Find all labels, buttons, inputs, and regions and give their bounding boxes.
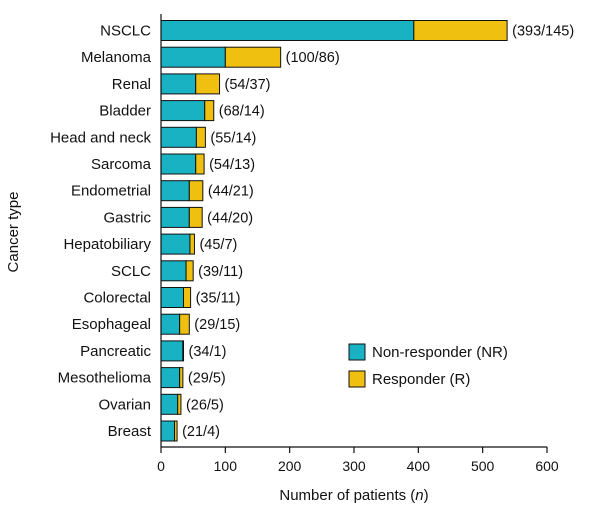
bar-responder-3 xyxy=(204,100,215,122)
bar-value-label: (34/1) xyxy=(189,344,227,360)
x-tick-label: 400 xyxy=(407,458,431,474)
category-label: Melanoma xyxy=(81,49,152,66)
bar-non-responder-4 xyxy=(160,126,197,148)
bar-non-responder-7 xyxy=(160,206,190,228)
bar-value-label: (393/145) xyxy=(512,24,574,40)
bar-responder-9 xyxy=(185,260,194,282)
bar-responder-0 xyxy=(413,20,508,41)
bar-responder-7 xyxy=(188,206,203,228)
bar-value-label: (44/20) xyxy=(207,210,253,226)
bar-responder-11 xyxy=(179,313,190,335)
bar-value-label: (29/5) xyxy=(188,371,226,387)
bar-responder-4 xyxy=(195,126,206,148)
legend-swatch-responder xyxy=(348,370,366,388)
legend-label: Responder (R) xyxy=(372,371,470,388)
bar-value-label: (29/15) xyxy=(194,317,240,333)
category-label: Esophageal xyxy=(72,316,151,333)
bar-responder-5 xyxy=(195,153,205,175)
bar-non-responder-3 xyxy=(160,100,206,122)
bar-non-responder-9 xyxy=(160,260,187,282)
legend: Non-responder (NR) Responder (R) xyxy=(348,343,508,388)
bar-responder-1 xyxy=(224,46,282,68)
bar-non-responder-6 xyxy=(160,180,190,202)
bar-value-label: (100/86) xyxy=(286,50,340,66)
category-label: SCLC xyxy=(111,263,151,280)
y-axis-title: Cancer type xyxy=(5,192,22,273)
bar-responder-15 xyxy=(174,420,178,442)
category-label: Hepatobiliary xyxy=(63,236,151,253)
bar-responder-2 xyxy=(195,73,221,95)
bar-non-responder-0 xyxy=(160,20,415,41)
bar-responder-14 xyxy=(177,393,182,415)
category-label: Breast xyxy=(108,423,152,440)
bar-value-labels: (393/145) (100/86) (54/37) (68/14) (55/14) (5… xyxy=(182,24,574,441)
bar-responder-12 xyxy=(182,340,185,362)
x-tick-label: 200 xyxy=(278,458,302,474)
category-label: Pancreatic xyxy=(80,343,151,360)
bar-value-label: (39/11) xyxy=(198,264,243,280)
bar-non-responder-5 xyxy=(160,153,197,175)
category-label: Endometrial xyxy=(71,183,151,200)
bar-non-responder-8 xyxy=(160,233,191,255)
bar-value-label: (44/21) xyxy=(208,184,254,200)
category-label: Head and neck xyxy=(50,129,151,146)
category-label: Mesothelioma xyxy=(58,370,152,387)
category-label: Ovarian xyxy=(98,396,151,413)
category-label: Bladder xyxy=(99,103,151,120)
x-tick-label: 600 xyxy=(535,458,559,474)
bar-value-label: (54/37) xyxy=(225,77,271,93)
category-label: Gastric xyxy=(103,209,151,226)
x-tick-label: 100 xyxy=(214,458,238,474)
bar-value-label: (45/7) xyxy=(199,237,237,253)
bar-value-label: (26/5) xyxy=(186,397,224,413)
category-label: Colorectal xyxy=(83,290,151,307)
bar-responder-10 xyxy=(183,287,192,308)
x-axis: 0 100 200 300 400 500 600 xyxy=(157,14,559,474)
bar-value-label: (35/11) xyxy=(196,291,241,307)
bar-responder-8 xyxy=(189,233,195,255)
bars-group xyxy=(160,20,508,442)
category-label: NSCLC xyxy=(100,23,151,40)
bar-value-label: (55/14) xyxy=(210,130,256,146)
x-tick-label: 500 xyxy=(471,458,495,474)
x-tick-label: 300 xyxy=(342,458,366,474)
bar-non-responder-12 xyxy=(160,340,184,362)
category-labels: NSCLC Melanoma Renal Bladder Head and neck Sa… xyxy=(50,23,152,441)
bar-non-responder-1 xyxy=(160,46,226,68)
bar-non-responder-14 xyxy=(160,393,179,415)
category-label: Sarcoma xyxy=(91,156,152,173)
bar-non-responder-11 xyxy=(160,313,181,335)
bar-value-label: (68/14) xyxy=(219,104,265,120)
bar-non-responder-2 xyxy=(160,73,197,95)
bar-non-responder-13 xyxy=(160,367,181,389)
bar-value-label: (54/13) xyxy=(209,157,255,173)
bar-non-responder-15 xyxy=(160,420,176,442)
bar-value-label: (21/4) xyxy=(182,424,220,440)
category-label: Renal xyxy=(112,76,151,93)
x-tick-label: 0 xyxy=(157,458,165,474)
bar-responder-6 xyxy=(188,180,204,202)
legend-swatch-non-responder xyxy=(348,343,366,361)
x-axis-title: Number of patients (n) xyxy=(279,487,428,504)
bar-responder-13 xyxy=(179,367,184,389)
bar-non-responder-10 xyxy=(160,287,185,308)
legend-label: Non-responder (NR) xyxy=(372,344,508,361)
